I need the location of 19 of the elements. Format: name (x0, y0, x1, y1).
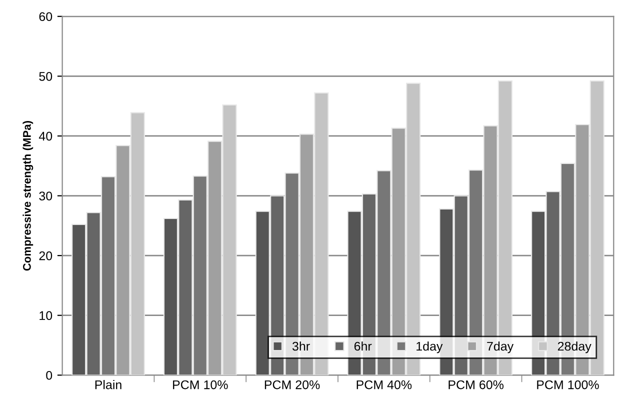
y-tick-label: 30 (39, 192, 52, 200)
y-tick-label: 40 (38, 132, 52, 141)
x-tick-label: Plain (95, 380, 122, 390)
x-tick-label: PCM 40% (356, 380, 412, 390)
y-tick-label: 50 (39, 72, 52, 81)
legend-label: 7day (487, 341, 514, 354)
y-tick-label: 0 (46, 370, 52, 380)
y-tick-label: 20 (39, 251, 52, 260)
x-tick-label: PCM 60% (448, 380, 504, 390)
legend-label: 28day (558, 341, 592, 354)
legend-label: 6hr (354, 341, 372, 351)
y-axis-title: Compressive strength (MPa) (22, 121, 34, 271)
y-tick-label: 60 (39, 12, 52, 22)
x-tick-label: PCM 20% (264, 380, 320, 390)
x-tick-label: PCM 100% (537, 380, 599, 390)
y-tick-label: 10 (40, 311, 52, 320)
legend-label: 1day (416, 341, 443, 354)
legend-label: 3hr (292, 341, 310, 351)
x-tick-label: PCM 10% (173, 380, 228, 390)
